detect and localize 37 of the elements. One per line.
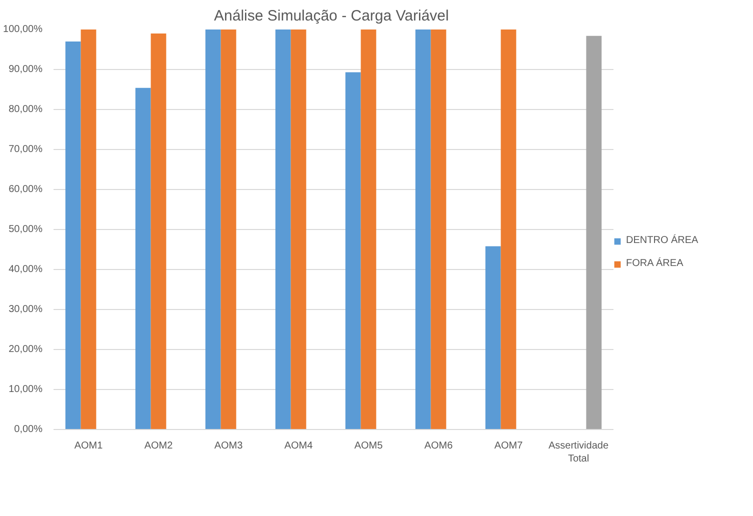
y-tick-label: 10,00% [8, 384, 43, 395]
bar [415, 30, 431, 430]
bar [220, 30, 236, 430]
bar [150, 34, 166, 430]
bar [135, 88, 151, 430]
y-tick-label: 30,00% [8, 304, 43, 315]
y-tick-label: 100,00% [3, 24, 43, 35]
y-tick-label: 20,00% [8, 344, 43, 355]
x-tick-label: AOM3 [214, 440, 244, 452]
bar [485, 246, 501, 430]
bar [360, 30, 376, 430]
bar [275, 30, 291, 430]
y-tick-label: 70,00% [8, 144, 43, 155]
y-tick-label: 40,00% [8, 264, 43, 275]
y-tick-label: 0,00% [14, 424, 43, 435]
bar [205, 30, 221, 430]
bar [80, 30, 96, 430]
x-tick-label: AOM4 [284, 440, 314, 452]
legend-label: FORA ÁREA [626, 258, 684, 269]
y-tick-label: 80,00% [8, 104, 43, 115]
y-tick-label: 50,00% [8, 224, 43, 235]
bar [586, 36, 602, 430]
x-tick-label: Assertividade Total [548, 440, 609, 465]
bar [290, 30, 306, 430]
y-tick-label: 90,00% [8, 64, 43, 75]
legend-label: DENTRO ÁREA [626, 235, 698, 246]
bar [65, 42, 81, 430]
x-tick-label: AOM6 [424, 440, 454, 452]
bar [500, 30, 516, 430]
y-tick-label: 60,00% [8, 184, 43, 195]
x-tick-label: AOM5 [354, 440, 384, 452]
chart-title: Análise Simulação - Carga Variável [214, 8, 449, 24]
bar [345, 72, 361, 430]
x-tick-label: AOM2 [144, 440, 174, 452]
x-tick-label: AOM1 [74, 440, 104, 452]
x-tick-label: AOM7 [494, 440, 524, 452]
bar [430, 30, 446, 430]
